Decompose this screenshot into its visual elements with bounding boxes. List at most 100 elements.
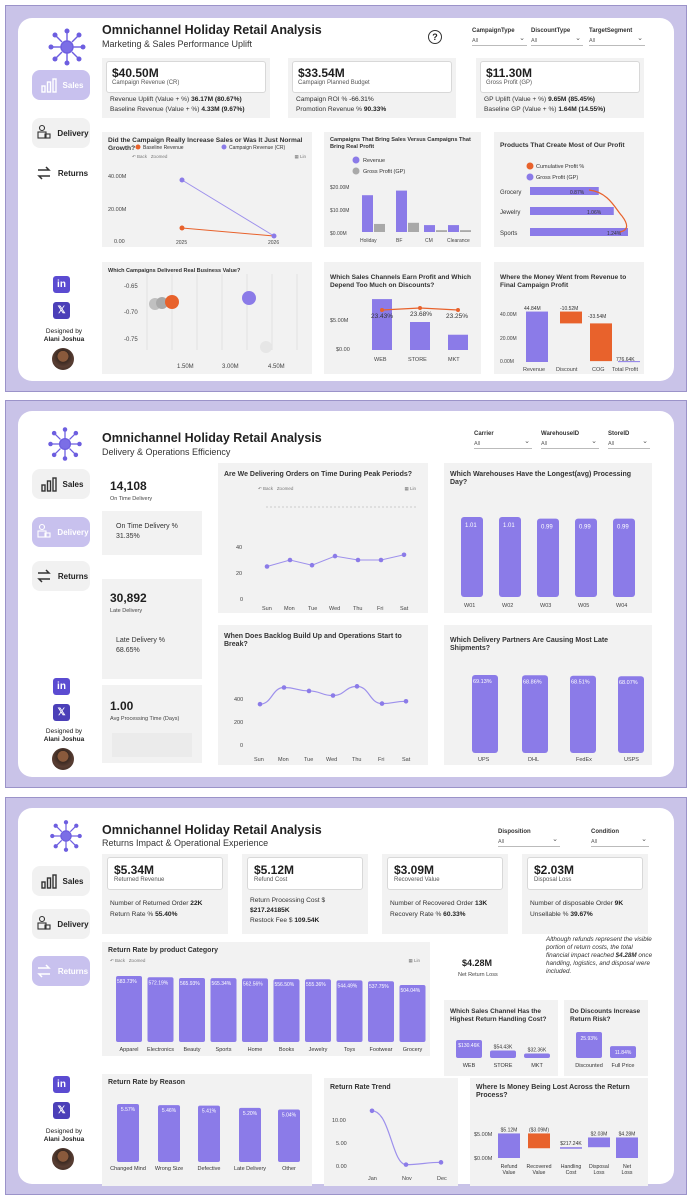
waterfall-bar[interactable]: [528, 1133, 550, 1149]
slicer-warehouse[interactable]: WarehouseID All: [541, 431, 599, 449]
scatter-point[interactable]: [260, 341, 272, 353]
slicer-value[interactable]: All: [531, 34, 583, 46]
nav-returns-button[interactable]: Returns: [32, 158, 90, 188]
margin-point[interactable]: [380, 308, 384, 312]
bar-partner[interactable]: [570, 675, 596, 753]
back-label[interactable]: Back: [263, 486, 274, 491]
line-point[interactable]: [257, 701, 263, 707]
bar-revenue[interactable]: [396, 190, 407, 232]
bar-category[interactable]: [242, 978, 268, 1042]
bar-category[interactable]: [368, 981, 394, 1042]
line-point[interactable]: [281, 685, 287, 690]
scatter-point[interactable]: [242, 291, 256, 305]
nav-sales-button[interactable]: Sales: [32, 866, 90, 896]
bar-gp[interactable]: [374, 223, 385, 232]
slicer-value[interactable]: All: [608, 437, 650, 449]
bar-channel-revenue[interactable]: [372, 299, 392, 350]
zoomed-label[interactable]: Zoomed: [276, 486, 294, 491]
bar-channel[interactable]: [456, 1040, 482, 1058]
bar-warehouse[interactable]: [613, 518, 635, 597]
nav-delivery-button[interactable]: Delivery: [32, 118, 90, 148]
bar-reason[interactable]: [198, 1105, 220, 1162]
line-point[interactable]: [403, 699, 409, 704]
campaign-point-2026[interactable]: [271, 233, 277, 239]
waterfall-bar[interactable]: [590, 323, 612, 362]
bar-reason[interactable]: [278, 1109, 300, 1162]
slicer-value[interactable]: All: [591, 835, 649, 847]
line-point[interactable]: [355, 557, 361, 563]
slicer-target-segment[interactable]: TargetSegment All: [589, 28, 645, 46]
zoomed-label[interactable]: Zoomed: [150, 154, 168, 159]
slicer-value[interactable]: All: [589, 34, 645, 46]
bar-discount[interactable]: [610, 1046, 636, 1058]
bar-partner[interactable]: [618, 676, 644, 753]
bar-gp[interactable]: [460, 230, 471, 232]
waterfall-bar[interactable]: [560, 1147, 582, 1149]
bar-warehouse[interactable]: [499, 517, 521, 597]
line-point[interactable]: [354, 684, 360, 689]
x-twitter-icon[interactable]: 𝕏: [53, 1102, 70, 1119]
slicer-value[interactable]: All: [498, 835, 560, 847]
scatter-point[interactable]: [156, 297, 168, 309]
waterfall-bar[interactable]: [616, 1137, 638, 1158]
bar-reason[interactable]: [158, 1105, 180, 1162]
slicer-value[interactable]: All: [472, 34, 527, 46]
slicer-value[interactable]: All: [474, 437, 532, 449]
bar-gp[interactable]: [530, 228, 628, 236]
nav-returns-button[interactable]: Returns: [32, 561, 90, 591]
bar-category[interactable]: [305, 979, 331, 1042]
waterfall-bar[interactable]: [498, 1133, 520, 1158]
x-twitter-icon[interactable]: 𝕏: [53, 302, 70, 319]
x-twitter-icon[interactable]: 𝕏: [53, 704, 70, 721]
bar-category[interactable]: [179, 978, 205, 1042]
back-label[interactable]: Back: [137, 154, 148, 159]
lin-toggle[interactable]: ▦ Lin: [404, 486, 416, 491]
line-point[interactable]: [438, 1160, 444, 1165]
bar-gp[interactable]: [436, 230, 447, 232]
bar-reason[interactable]: [239, 1107, 261, 1162]
linkedin-icon[interactable]: in: [53, 276, 70, 293]
line-point[interactable]: [403, 1162, 409, 1167]
line-point[interactable]: [330, 693, 336, 698]
bar-reason[interactable]: [117, 1104, 139, 1162]
back-label[interactable]: Back: [115, 958, 126, 963]
slicer-condition[interactable]: Condition All: [591, 829, 649, 847]
slicer-discount-type[interactable]: DiscountType All: [531, 28, 583, 46]
waterfall-bar[interactable]: [588, 1137, 610, 1148]
waterfall-bar[interactable]: [618, 361, 640, 363]
chart-toolbar[interactable]: ↶ Back Zoomed: [110, 958, 146, 963]
bar-revenue[interactable]: [448, 225, 459, 232]
linkedin-icon[interactable]: in: [53, 678, 70, 695]
bar-category[interactable]: [399, 985, 426, 1042]
bar-category[interactable]: [273, 979, 300, 1042]
bar-gp[interactable]: [530, 207, 614, 215]
lin-label[interactable]: Lin: [413, 958, 420, 963]
bar-category[interactable]: [210, 978, 237, 1042]
bar-category[interactable]: [336, 980, 363, 1042]
zoomed-label[interactable]: Zoomed: [128, 958, 146, 963]
margin-point[interactable]: [418, 306, 422, 310]
bar-warehouse[interactable]: [461, 517, 483, 597]
line-point[interactable]: [264, 564, 270, 569]
lin-label[interactable]: Lin: [299, 154, 306, 159]
bar-category[interactable]: [116, 976, 142, 1042]
bar-revenue[interactable]: [424, 225, 435, 232]
scatter-point[interactable]: [165, 295, 179, 309]
slicer-campaign-type[interactable]: CampaignType All: [472, 28, 527, 46]
bar-gp[interactable]: [530, 187, 599, 195]
nav-sales-button[interactable]: Sales: [32, 70, 90, 100]
bar-partner[interactable]: [472, 675, 498, 753]
line-point[interactable]: [378, 557, 384, 563]
waterfall-bar[interactable]: [526, 311, 548, 362]
bar-revenue[interactable]: [362, 195, 373, 232]
lin-label[interactable]: Lin: [409, 486, 416, 491]
chart-toolbar[interactable]: ↶ Back Zoomed: [258, 486, 294, 491]
baseline-point-2025[interactable]: [179, 225, 185, 231]
line-point[interactable]: [287, 557, 293, 563]
line-point[interactable]: [379, 701, 385, 706]
line-point[interactable]: [332, 553, 338, 559]
bar-warehouse[interactable]: [537, 518, 559, 597]
nav-sales-button[interactable]: Sales: [32, 469, 90, 499]
waterfall-bar[interactable]: [560, 311, 582, 324]
bar-channel-revenue[interactable]: [410, 322, 430, 350]
